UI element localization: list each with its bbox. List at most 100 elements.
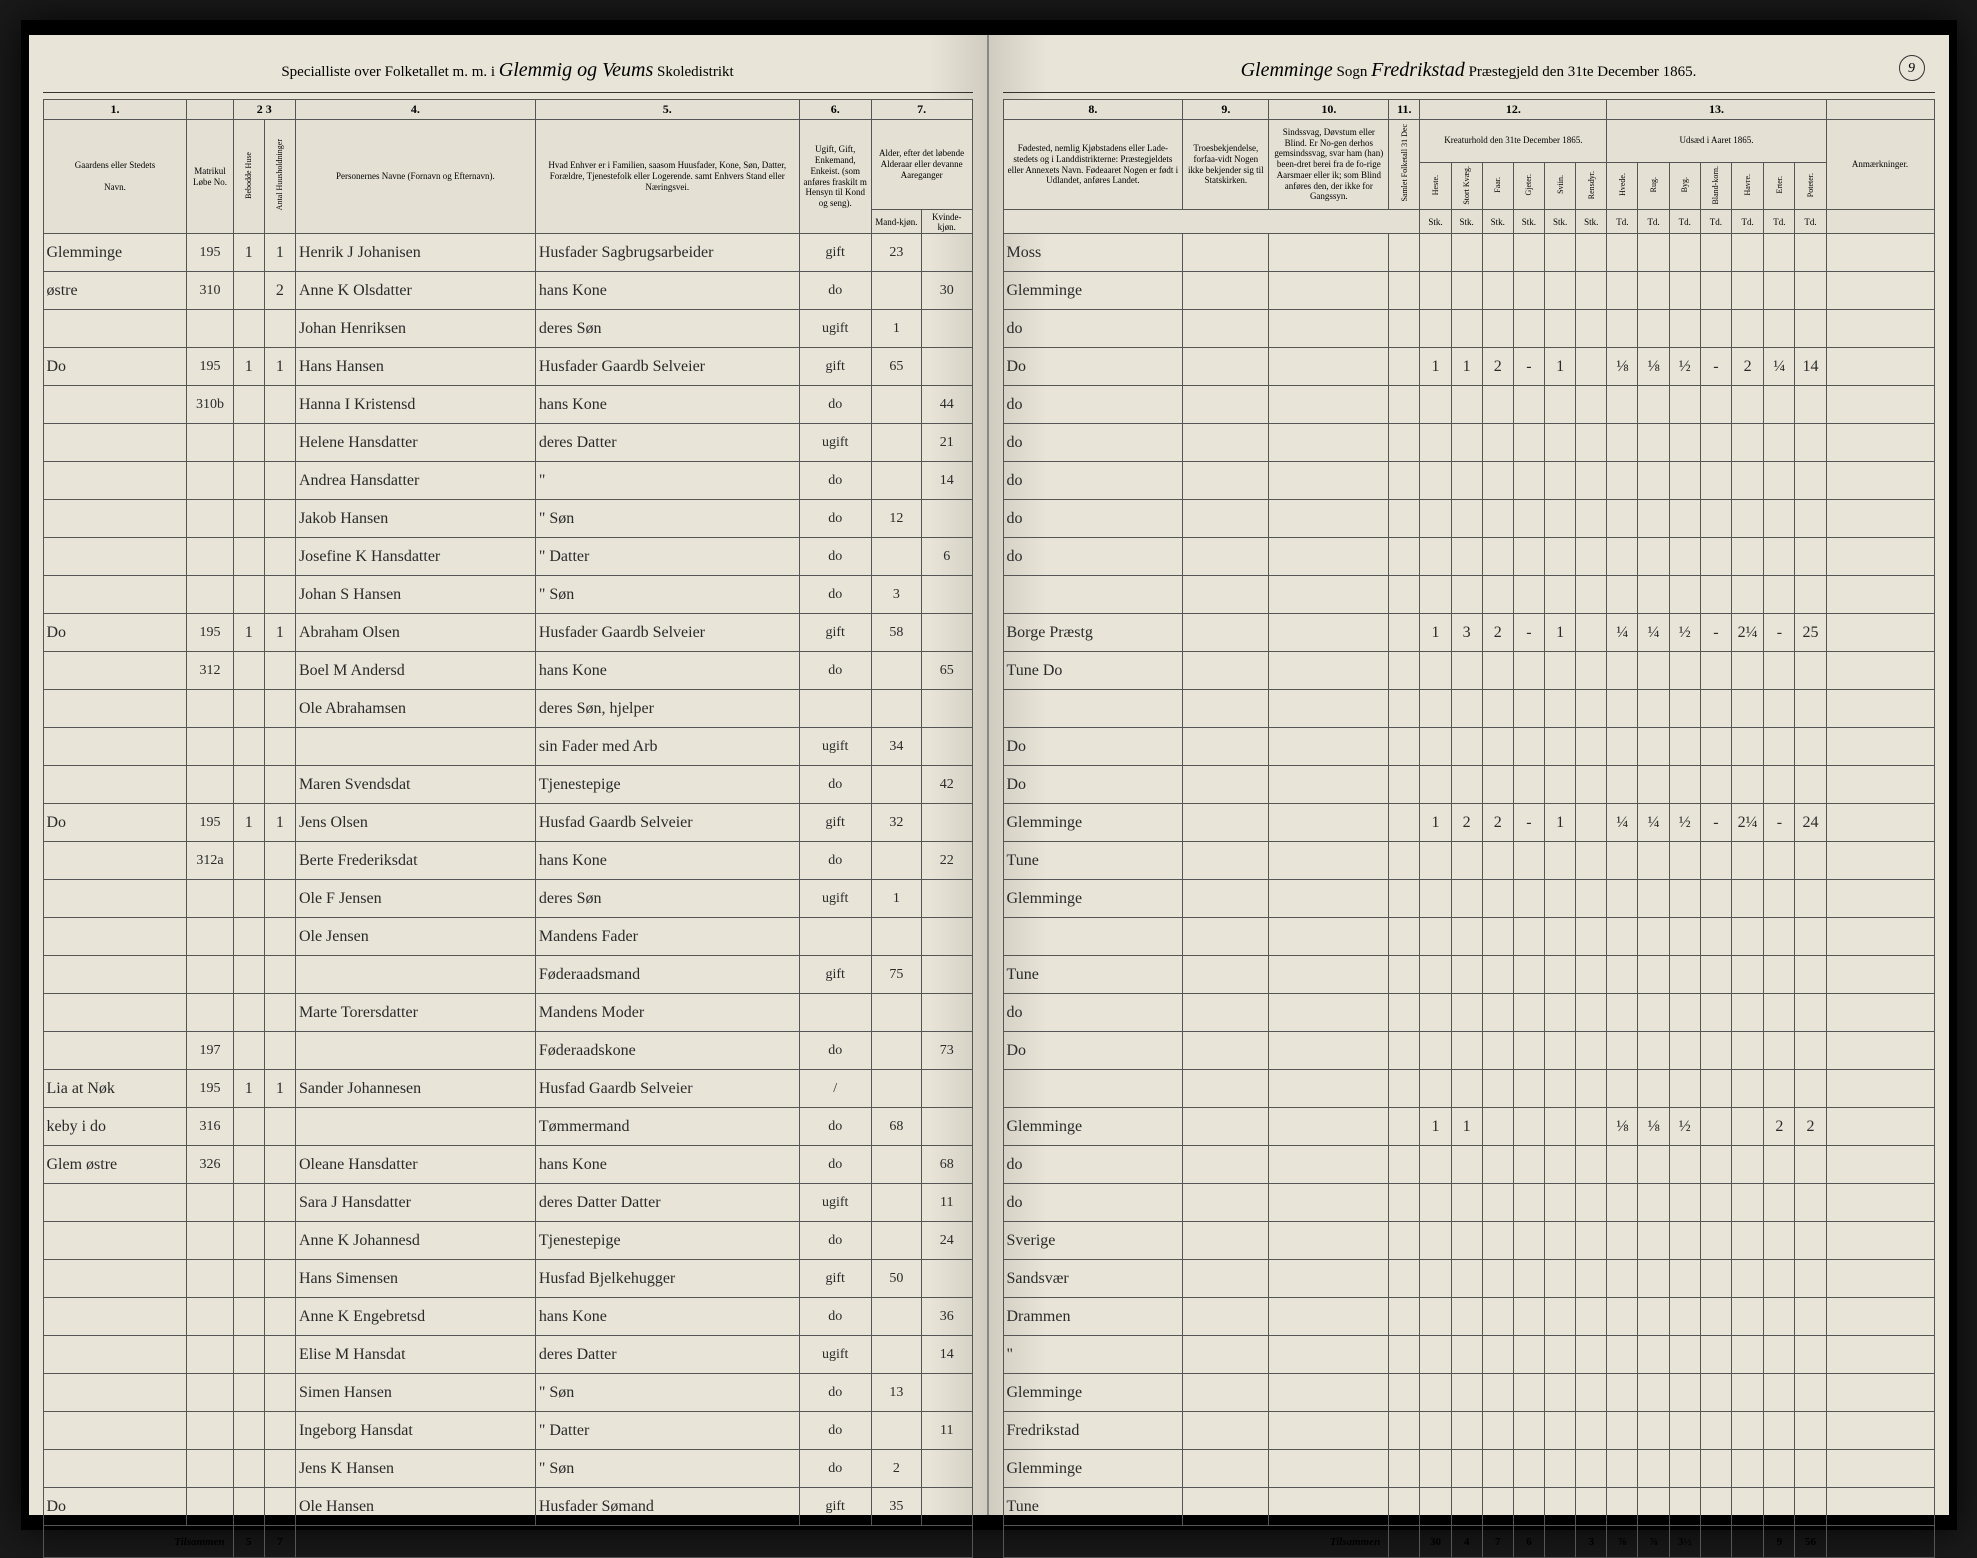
- table-row: Anne K JohannesdTjenestepigedo24: [43, 1222, 972, 1260]
- cell-c13-6: [1795, 1260, 1826, 1298]
- cell-status: do: [799, 1222, 871, 1260]
- cell-c13-3: [1700, 1146, 1731, 1184]
- cell-c13-0: [1607, 690, 1638, 728]
- cell-c13-2: [1669, 880, 1700, 918]
- cell-birthplace: do: [1003, 310, 1183, 348]
- cell-c12-5: [1576, 348, 1607, 386]
- cell-c13-5: [1764, 234, 1795, 272]
- cell-houses: [233, 386, 264, 424]
- cell-c12-0: [1420, 234, 1451, 272]
- cell-m-age: [871, 994, 921, 1032]
- cell-name: Elise M Hansdat: [295, 1336, 535, 1374]
- cell-matr: 195: [187, 234, 233, 272]
- hdr-age: Alder, efter det løbende Alderaar eller …: [871, 120, 972, 210]
- cell-c13-3: [1700, 1070, 1731, 1108]
- cell-c12-0: [1420, 1260, 1451, 1298]
- cell-c13-2: [1669, 1488, 1700, 1526]
- cell-c13-0: [1607, 1032, 1638, 1070]
- cell-c12-0: [1420, 1184, 1451, 1222]
- cell-c13-3: [1700, 1412, 1731, 1450]
- cell-name: Simen Hansen: [295, 1374, 535, 1412]
- header-prestegjeld: Fredrikstad: [1371, 59, 1465, 81]
- table-row: 312Boel M Andersdhans Konedo65: [43, 652, 972, 690]
- cell-houses: [233, 538, 264, 576]
- cell-c13-4: [1731, 1412, 1763, 1450]
- cell-c13-4: [1731, 728, 1763, 766]
- cell-religion: [1183, 272, 1269, 310]
- col-group-8: 8.: [1003, 100, 1183, 120]
- left-census-table: 1. 2 3 4. 5. 6. 7. Gaardens eller Stedet…: [43, 99, 973, 1558]
- cell-c11: [1389, 1222, 1420, 1260]
- cell-place: [43, 842, 187, 880]
- cell-c13-1: [1638, 842, 1669, 880]
- cell-place: [43, 310, 187, 348]
- cell-c13-3: [1700, 462, 1731, 500]
- cell-c13-2: [1669, 1298, 1700, 1336]
- cell-role: " Datter: [535, 1412, 799, 1450]
- cell-m-age: [871, 842, 921, 880]
- cell-c12-0: [1420, 500, 1451, 538]
- cell-f-age: [922, 1260, 972, 1298]
- cell-houses: [233, 1260, 264, 1298]
- cell-disability: [1269, 1184, 1389, 1222]
- cell-c13-2: ½: [1669, 804, 1700, 842]
- cell-disability: [1269, 424, 1389, 462]
- ft-c13-3: [1700, 1526, 1731, 1558]
- cell-name: Ole F Jensen: [295, 880, 535, 918]
- cell-c11: [1389, 272, 1420, 310]
- cell-birthplace: Do: [1003, 766, 1183, 804]
- cell-m-age: 68: [871, 1108, 921, 1146]
- col-group-13: 13.: [1607, 100, 1826, 120]
- cell-remarks: [1826, 804, 1934, 842]
- cell-c13-5: [1764, 1374, 1795, 1412]
- cell-c13-2: [1669, 690, 1700, 728]
- cell-m-age: 1: [871, 310, 921, 348]
- cell-matr: [187, 918, 233, 956]
- cell-c13-2: [1669, 1450, 1700, 1488]
- cell-c13-5: [1764, 576, 1795, 614]
- header-sogn: Sogn: [1337, 64, 1368, 80]
- cell-birthplace: do: [1003, 424, 1183, 462]
- cell-c12-3: [1513, 918, 1544, 956]
- cell-place: [43, 1260, 187, 1298]
- cell-disability: [1269, 272, 1389, 310]
- cell-c12-3: -: [1513, 614, 1544, 652]
- col-group-5: 5.: [535, 100, 799, 120]
- hdr-rensdyr: Rensdyr.: [1576, 162, 1607, 209]
- cell-c12-4: [1545, 462, 1576, 500]
- cell-birthplace: Tune: [1003, 1488, 1183, 1526]
- cell-c13-3: [1700, 1488, 1731, 1526]
- col-group-7: 7.: [871, 100, 972, 120]
- cell-c12-0: 1: [1420, 1108, 1451, 1146]
- cell-place: [43, 576, 187, 614]
- table-row: Josefine K Hansdatter" Datterdo6: [43, 538, 972, 576]
- cell-c13-2: [1669, 1070, 1700, 1108]
- cell-c11: [1389, 1032, 1420, 1070]
- cell-status: do: [799, 766, 871, 804]
- cell-religion: [1183, 424, 1269, 462]
- table-row: Ole Abrahamsenderes Søn, hjelper: [43, 690, 972, 728]
- cell-remarks: [1826, 1184, 1934, 1222]
- cell-c13-1: ⅛: [1638, 348, 1669, 386]
- col-group-12: 12.: [1420, 100, 1607, 120]
- table-row: Jens K Hansen" Søndo2: [43, 1450, 972, 1488]
- cell-status: [799, 994, 871, 1032]
- cell-name: Anne K Johannesd: [295, 1222, 535, 1260]
- cell-houses: [233, 576, 264, 614]
- cell-c13-6: [1795, 1184, 1826, 1222]
- cell-c13-3: [1700, 1222, 1731, 1260]
- cell-c12-4: [1545, 918, 1576, 956]
- cell-role: hans Kone: [535, 652, 799, 690]
- cell-c13-4: [1731, 1488, 1763, 1526]
- cell-birthplace: [1003, 690, 1183, 728]
- cell-m-age: 35: [871, 1488, 921, 1526]
- cell-c13-2: ½: [1669, 1108, 1700, 1146]
- cell-c13-6: 25: [1795, 614, 1826, 652]
- cell-c13-5: [1764, 386, 1795, 424]
- cell-c13-0: [1607, 1070, 1638, 1108]
- cell-religion: [1183, 386, 1269, 424]
- cell-c13-4: [1731, 918, 1763, 956]
- cell-c13-2: [1669, 272, 1700, 310]
- table-row: Simen Hansen" Søndo13: [43, 1374, 972, 1412]
- cell-c12-1: 2: [1451, 804, 1482, 842]
